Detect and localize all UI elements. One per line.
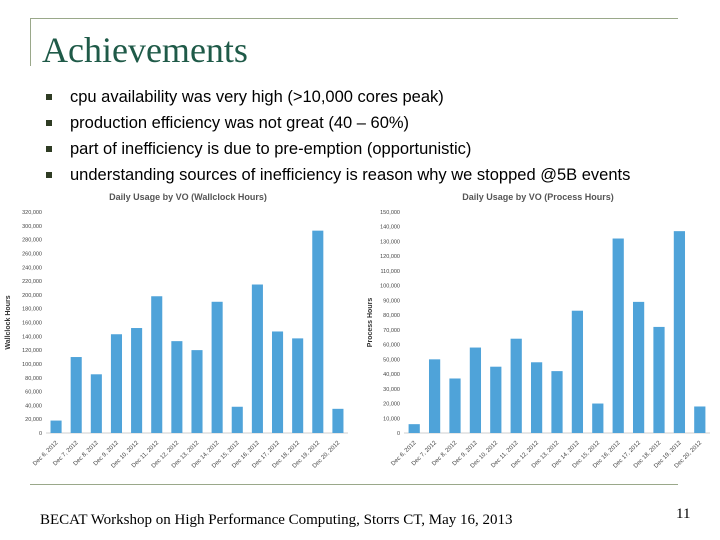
y-tick-label: 160,000 xyxy=(22,321,42,327)
y-tick-label: 20,000 xyxy=(25,417,42,423)
y-tick-label: 30,000 xyxy=(383,387,400,393)
bar xyxy=(510,338,522,433)
process-hours-chart: Daily Usage by VO (Process Hours) Process… xyxy=(360,186,712,476)
bar xyxy=(673,231,686,433)
square-bullet-icon xyxy=(46,146,52,152)
bar xyxy=(551,371,563,433)
bullet-item: cpu availability was very high (>10,000 … xyxy=(46,84,706,110)
bar xyxy=(131,328,143,433)
bar xyxy=(653,326,665,433)
square-bullet-icon xyxy=(46,172,52,178)
y-tick-label: 200,000 xyxy=(22,293,42,299)
bar xyxy=(469,347,482,433)
title-frame-left-rule xyxy=(30,18,31,66)
bar xyxy=(490,366,502,433)
y-tick-label: 240,000 xyxy=(22,265,42,271)
bar xyxy=(251,284,263,433)
y-tick-label: 70,000 xyxy=(383,328,400,334)
y-axis-title: Process Hours xyxy=(367,298,374,348)
bar xyxy=(171,341,183,433)
bar xyxy=(191,350,203,433)
bar xyxy=(70,357,82,433)
title-frame-top-rule xyxy=(30,18,678,19)
footer-rule xyxy=(30,484,678,485)
bar xyxy=(312,230,324,433)
y-tick-label: 90,000 xyxy=(383,298,400,304)
bar xyxy=(571,310,584,433)
y-tick-label: 10,000 xyxy=(383,416,400,422)
bar xyxy=(90,374,102,433)
bar xyxy=(408,424,420,433)
y-tick-label: 60,000 xyxy=(25,390,42,396)
square-bullet-icon xyxy=(46,94,52,100)
bar xyxy=(592,403,604,433)
y-tick-label: 180,000 xyxy=(22,307,42,313)
bullet-item: part of inefficiency is due to pre-empti… xyxy=(46,136,706,162)
bullet-text: part of inefficiency is due to pre-empti… xyxy=(70,140,472,158)
wallclock-hours-chart-svg: Daily Usage by VO (Wallclock Hours) Wallc… xyxy=(5,192,348,470)
y-tick-label: 20,000 xyxy=(383,402,400,408)
square-bullet-icon xyxy=(46,120,52,126)
y-tick-label: 220,000 xyxy=(22,279,42,285)
bar xyxy=(632,301,645,433)
chart-title: Daily Usage by VO (Wallclock Hours) xyxy=(109,192,267,202)
bar xyxy=(332,408,344,433)
y-tick-label: 80,000 xyxy=(25,376,42,382)
y-tick-label: 50,000 xyxy=(383,357,400,363)
y-axis-title: Wallclock Hours xyxy=(5,295,12,349)
bar xyxy=(694,406,706,433)
bar xyxy=(449,378,461,433)
y-tick-label: 120,000 xyxy=(22,348,42,354)
bullet-text: production efficiency was not great (40 … xyxy=(70,114,410,132)
y-tick-label: 320,000 xyxy=(22,210,42,216)
bar xyxy=(530,362,543,433)
y-tick-label: 130,000 xyxy=(380,239,400,245)
y-tick-label: 100,000 xyxy=(22,362,42,368)
y-tick-label: 80,000 xyxy=(383,313,400,319)
y-tick-label: 40,000 xyxy=(25,403,42,409)
bullet-text: understanding sources of inefficiency is… xyxy=(70,166,631,184)
slide-title: Achievements xyxy=(42,30,248,70)
y-tick-label: 0 xyxy=(39,431,42,437)
page-number: 11 xyxy=(676,506,691,522)
y-tick-label: 100,000 xyxy=(380,284,400,290)
y-tick-label: 300,000 xyxy=(22,224,42,230)
y-tick-label: 260,000 xyxy=(22,251,42,257)
bar xyxy=(271,331,284,433)
y-tick-label: 150,000 xyxy=(380,210,400,216)
wallclock-hours-chart: Daily Usage by VO (Wallclock Hours) Wallc… xyxy=(0,186,352,476)
bar xyxy=(428,359,441,433)
process-hours-chart-svg: Daily Usage by VO (Process Hours) Process… xyxy=(367,192,710,470)
bar xyxy=(231,406,243,433)
bar xyxy=(612,238,624,433)
y-tick-label: 120,000 xyxy=(380,254,400,260)
y-tick-label: 140,000 xyxy=(22,334,42,340)
bar xyxy=(211,301,223,433)
bullet-list: cpu availability was very high (>10,000 … xyxy=(46,84,706,188)
y-tick-label: 40,000 xyxy=(383,372,400,378)
bar xyxy=(110,334,123,433)
bullet-text: cpu availability was very high (>10,000 … xyxy=(70,88,444,106)
slide-footer: BECAT Workshop on High Performance Compu… xyxy=(40,512,513,528)
bar xyxy=(151,296,163,433)
y-tick-label: 0 xyxy=(397,431,400,437)
y-tick-label: 280,000 xyxy=(22,238,42,244)
chart-title: Daily Usage by VO (Process Hours) xyxy=(462,192,614,202)
bullet-item: understanding sources of inefficiency is… xyxy=(46,162,706,188)
y-tick-label: 110,000 xyxy=(381,269,400,275)
y-tick-label: 140,000 xyxy=(380,225,400,231)
bullet-item: production efficiency was not great (40 … xyxy=(46,110,706,136)
bar xyxy=(292,338,304,433)
y-tick-label: 60,000 xyxy=(383,343,400,349)
bar xyxy=(50,420,62,433)
